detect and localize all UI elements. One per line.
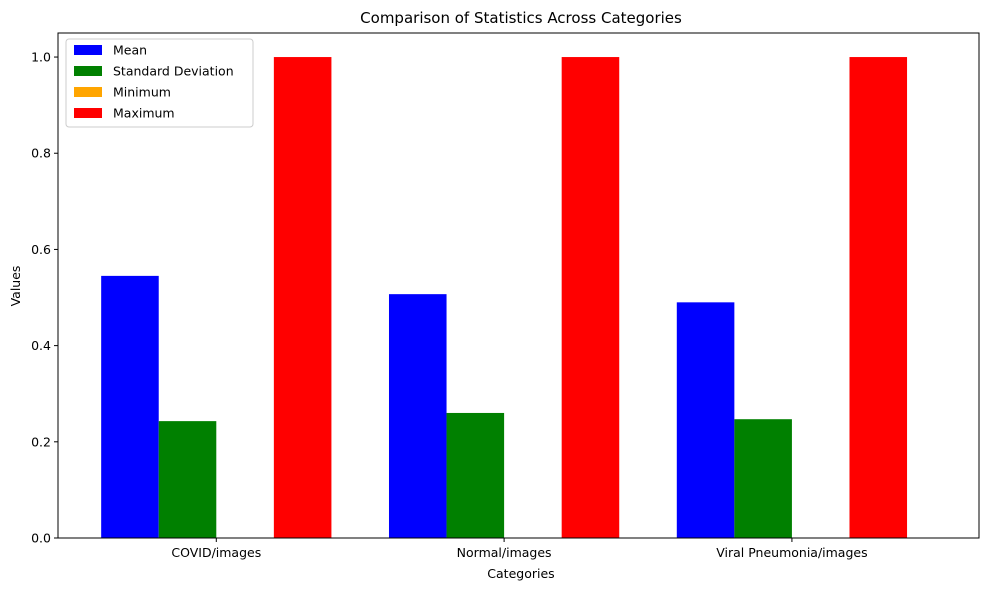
y-tick-label: 1.0 — [31, 50, 51, 65]
legend-label: Standard Deviation — [113, 64, 234, 79]
y-tick-label: 0.8 — [31, 146, 51, 161]
bar-standard-deviation-0 — [158, 421, 217, 538]
y-axis-ticks: 0.0 0.2 0.4 0.6 0.8 1.0 — [31, 50, 58, 546]
x-axis-ticks: COVID/images Normal/images Viral Pneumonia… — [171, 538, 868, 560]
legend-label: Maximum — [113, 106, 175, 121]
x-tick-label: Viral Pneumonia/images — [716, 545, 867, 560]
x-axis-label: Categories — [487, 566, 554, 581]
x-tick-label: Normal/images — [457, 545, 552, 560]
legend-label: Mean — [113, 43, 147, 58]
y-tick-label: 0.0 — [31, 531, 51, 546]
chart-title: Comparison of Statistics Across Categori… — [360, 9, 682, 27]
legend-label: Minimum — [113, 85, 171, 100]
bar-maximum-1 — [561, 57, 620, 539]
legend-swatch — [74, 66, 102, 76]
bar-maximum-2 — [849, 57, 908, 539]
legend-items: Mean Standard Deviation Minimum Maximum — [74, 43, 234, 121]
x-tick-label: COVID/images — [171, 545, 261, 560]
bar-maximum-0 — [273, 57, 332, 539]
bar-mean-0 — [101, 275, 159, 538]
bar-standard-deviation-2 — [734, 419, 792, 538]
legend-swatch — [74, 45, 102, 55]
legend: Mean Standard Deviation Minimum Maximum — [65, 38, 254, 128]
legend-box — [65, 38, 254, 128]
bars-group — [101, 57, 908, 539]
bar-standard-deviation-1 — [446, 412, 505, 538]
y-axis-label: Values — [8, 266, 23, 307]
y-tick-label: 0.6 — [31, 242, 51, 257]
bar-mean-2 — [676, 302, 735, 538]
bar-mean-1 — [388, 294, 447, 538]
plot-frame — [57, 32, 980, 539]
legend-swatch — [74, 108, 102, 118]
legend-swatch — [74, 87, 102, 97]
y-tick-label: 0.4 — [31, 338, 51, 353]
y-tick-label: 0.2 — [31, 434, 51, 449]
